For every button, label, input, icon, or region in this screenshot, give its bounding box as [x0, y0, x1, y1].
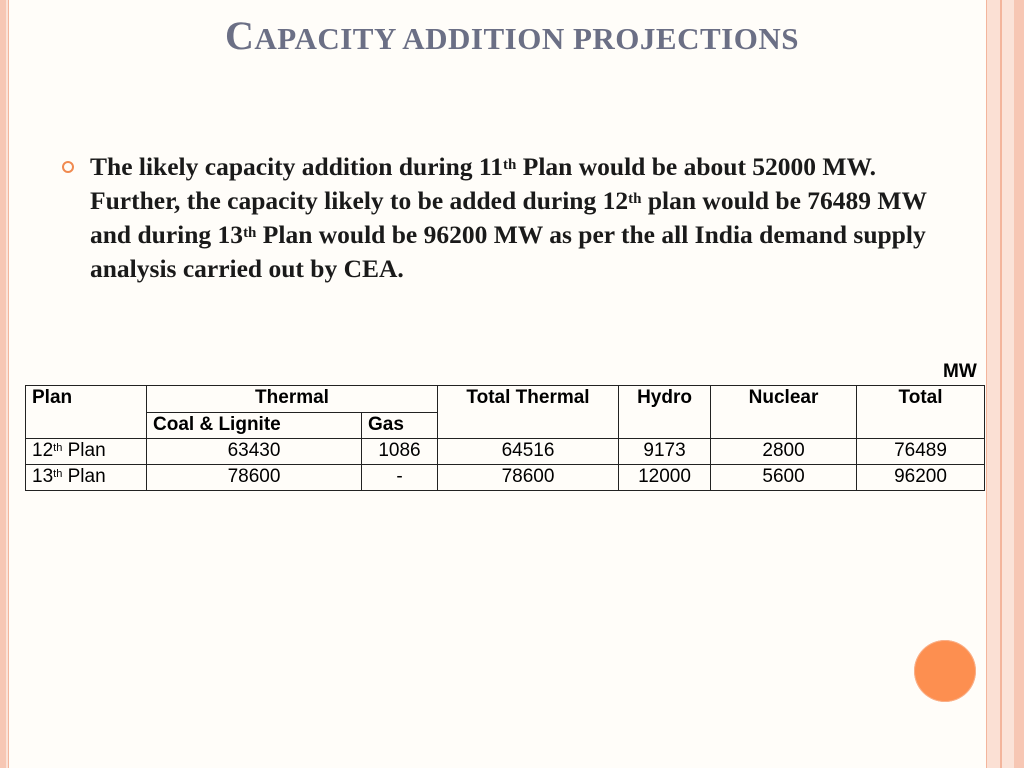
unit-label: MW	[943, 361, 977, 382]
left-border-stripe	[6, 0, 8, 768]
header-hydro: Hydro	[618, 385, 712, 439]
cell-coal: 63430	[146, 438, 362, 465]
cell-gas: -	[360, 464, 439, 491]
cell-total: 96200	[856, 464, 986, 491]
header-total: Total	[856, 385, 986, 439]
cell-plan: 13th Plan	[25, 464, 147, 491]
bullet-text: The likely capacity addition during 11th…	[90, 152, 927, 283]
cell-total-thermal: 78600	[437, 464, 620, 491]
capacity-table: Plan Thermal Total Thermal Hydro Nuclear…	[25, 385, 986, 491]
cell-coal: 78600	[146, 464, 362, 491]
cell-hydro: 12000	[618, 464, 712, 491]
cell-hydro: 9173	[618, 438, 712, 465]
right-border-stripe	[1014, 0, 1024, 768]
ring-bullet-icon	[62, 161, 74, 173]
table-row: 12th Plan 63430 1086 64516 9173 2800 764…	[25, 438, 986, 465]
table-subheader-row: Coal & Lignite Gas	[26, 411, 985, 439]
right-border-stripe	[987, 0, 1000, 768]
header-plan: Plan	[25, 385, 147, 439]
right-border-stripe	[986, 0, 987, 768]
left-border-stripe	[8, 0, 9, 768]
right-border-stripe	[1002, 0, 1014, 768]
right-border-stripe	[1000, 0, 1002, 768]
cell-nuclear: 2800	[710, 438, 858, 465]
header-total-thermal: Total Thermal	[437, 385, 620, 439]
cell-total: 76489	[856, 438, 986, 465]
left-border-stripe	[0, 0, 6, 768]
header-thermal: Thermal	[145, 385, 439, 413]
header-nuclear: Nuclear	[710, 385, 858, 439]
decorative-circle	[914, 640, 976, 702]
cell-nuclear: 5600	[710, 464, 858, 491]
cell-gas: 1086	[360, 438, 439, 465]
bullet-paragraph: The likely capacity addition during 11th…	[62, 150, 942, 286]
table-row: 13th Plan 78600 - 78600 12000 5600 96200	[25, 464, 986, 491]
slide-title: Capacity addition projections	[225, 13, 799, 58]
header-coal-lignite: Coal & Lignite	[146, 411, 362, 439]
cell-plan: 12th Plan	[25, 438, 147, 465]
title-word: apacity	[254, 21, 396, 56]
title-rest: addition projections	[395, 21, 799, 56]
cell-total-thermal: 64516	[437, 438, 620, 465]
table-header-row: Plan Thermal Total Thermal Hydro Nuclear…	[25, 385, 986, 439]
header-gas: Gas	[360, 411, 439, 439]
